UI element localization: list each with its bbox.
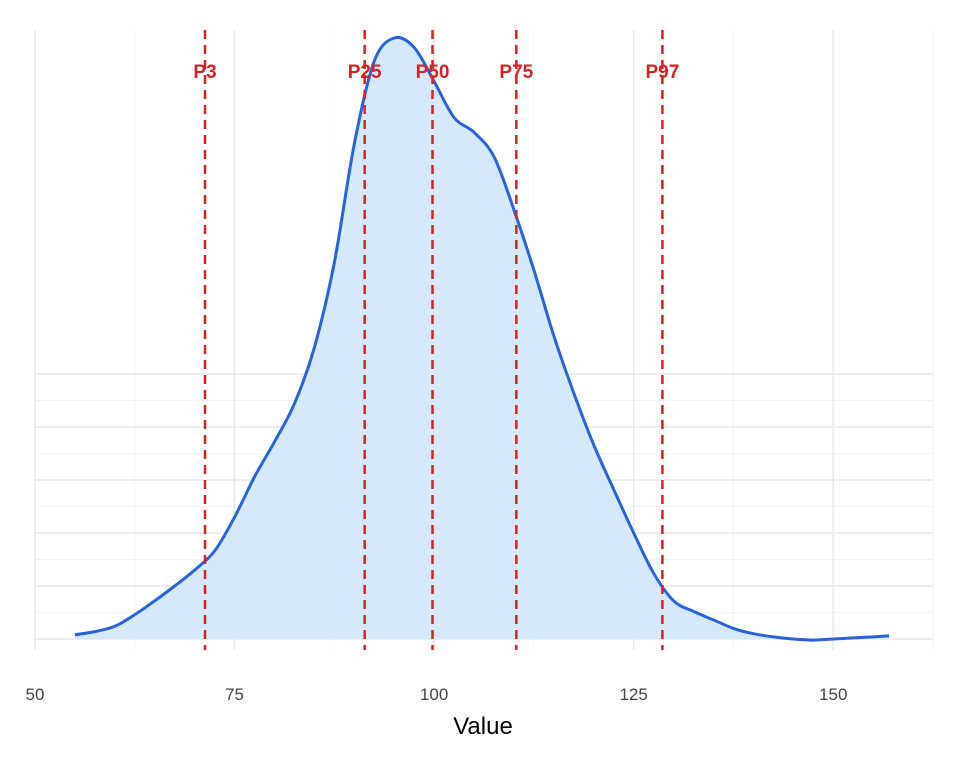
x-tick-label: 150 bbox=[819, 685, 847, 704]
percentile-label-p97: P97 bbox=[645, 62, 679, 83]
x-axis-title: Value bbox=[453, 713, 513, 740]
percentile-label-p50: P50 bbox=[416, 62, 450, 83]
x-axis-tick-labels: 50 75 100 125 150 bbox=[26, 685, 848, 704]
x-tick-label: 50 bbox=[26, 685, 45, 704]
percentile-label-p25: P25 bbox=[348, 62, 382, 83]
x-tick-label: 125 bbox=[619, 685, 647, 704]
percentile-lines bbox=[203, 30, 664, 650]
percentile-label-p75: P75 bbox=[499, 62, 533, 83]
percentile-label-p3: P3 bbox=[193, 62, 216, 83]
percentile-labels: P3 P25 P50 P75 P97 bbox=[193, 62, 679, 83]
x-tick-label: 75 bbox=[225, 685, 244, 704]
density-area bbox=[74, 37, 890, 641]
density-line bbox=[74, 35, 890, 642]
x-tick-label: 100 bbox=[420, 685, 448, 704]
